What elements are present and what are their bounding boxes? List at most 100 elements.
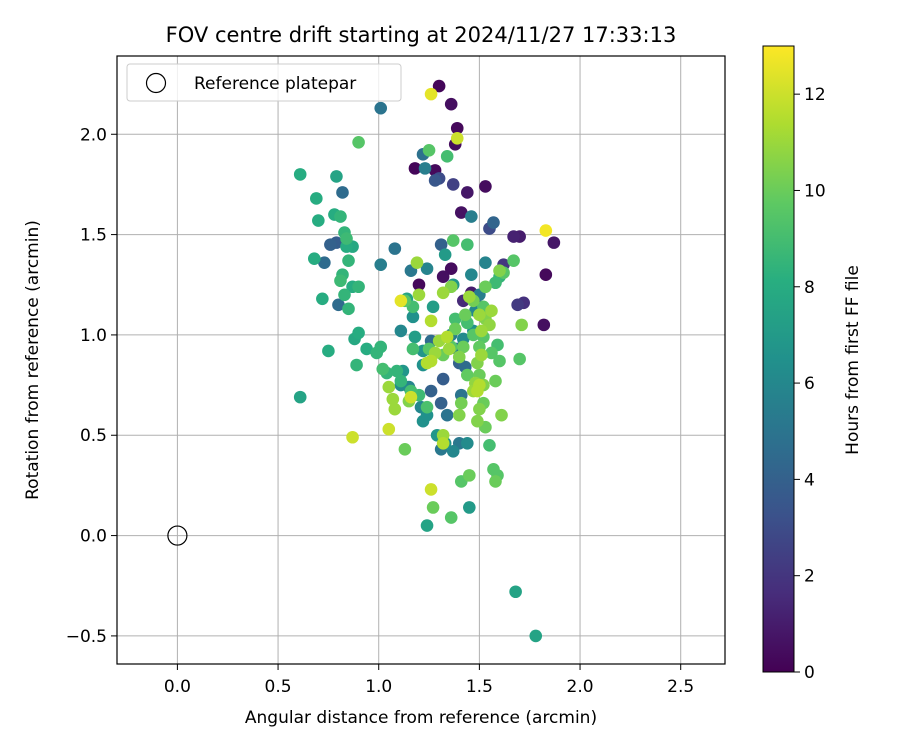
legend-entry: Reference platepar xyxy=(194,74,356,94)
plot-frame xyxy=(116,55,726,665)
data-point xyxy=(547,236,561,249)
data-point xyxy=(440,330,454,344)
y-axis-ticks: −0.5 0.0 0.5 1.0 1.5 2.0 xyxy=(66,125,117,647)
data-point xyxy=(446,178,460,191)
data-point xyxy=(471,414,484,428)
data-point xyxy=(452,350,466,364)
data-point xyxy=(473,308,486,322)
data-point xyxy=(352,326,365,340)
x-tick-label: 0.5 xyxy=(265,677,292,697)
data-point xyxy=(324,238,337,251)
y-tick-label: 1.5 xyxy=(80,226,107,246)
data-point xyxy=(436,372,450,386)
data-point xyxy=(485,346,498,360)
data-point xyxy=(487,216,500,229)
data-point xyxy=(454,206,468,219)
legend-box xyxy=(126,63,402,102)
legend: Reference platepar xyxy=(126,63,402,102)
data-point xyxy=(436,270,450,284)
data-point xyxy=(438,248,452,261)
data-point xyxy=(424,87,438,101)
data-point xyxy=(463,290,476,304)
data-point xyxy=(444,97,458,111)
data-point xyxy=(426,300,440,314)
data-point xyxy=(471,384,484,398)
data-point xyxy=(336,186,349,199)
reference-marker xyxy=(167,525,188,546)
x-tick-label: 2.0 xyxy=(567,677,594,697)
data-point xyxy=(489,276,502,290)
data-point xyxy=(507,230,520,243)
y-tick-label: 1.0 xyxy=(80,326,107,346)
data-point xyxy=(386,392,400,406)
data-point xyxy=(458,308,472,322)
data-point xyxy=(446,234,460,247)
data-point xyxy=(454,396,468,410)
data-point xyxy=(408,162,422,175)
data-point xyxy=(394,294,408,308)
data-point xyxy=(404,390,418,404)
colorbar-label: Hours from first FF file xyxy=(843,265,863,455)
data-point xyxy=(390,364,404,378)
x-tick-label: 1.0 xyxy=(365,677,392,697)
data-point xyxy=(511,298,524,312)
data-point xyxy=(412,288,426,302)
data-point xyxy=(420,356,434,370)
data-point xyxy=(489,374,502,388)
data-point xyxy=(322,344,335,358)
data-point xyxy=(382,380,396,394)
x-tick-label: 0.0 xyxy=(164,677,191,697)
data-point xyxy=(330,170,343,183)
x-tick-label: 1.5 xyxy=(466,677,493,697)
data-point xyxy=(515,318,528,332)
data-point xyxy=(444,262,458,275)
y-tick-label: 0.5 xyxy=(80,426,107,446)
data-point xyxy=(442,342,456,356)
data-point xyxy=(420,262,434,275)
data-point xyxy=(424,314,438,328)
data-point xyxy=(465,268,478,282)
colorbar-ticks: 0 2 4 6 8 10 12 xyxy=(794,85,826,683)
data-point xyxy=(529,629,543,643)
data-point xyxy=(463,469,476,482)
x-axis-ticks: 0.0 0.5 1.0 1.5 2.0 2.5 xyxy=(164,664,694,697)
data-point xyxy=(406,342,420,356)
colorbar-tick-label: 12 xyxy=(804,85,826,105)
data-point xyxy=(424,384,438,398)
data-point xyxy=(450,131,464,145)
data-point xyxy=(432,79,446,93)
data-point xyxy=(420,519,434,532)
data-point xyxy=(446,445,460,458)
data-point xyxy=(448,312,462,326)
data-point xyxy=(434,396,448,410)
data-point xyxy=(342,254,355,267)
data-point xyxy=(461,436,474,450)
data-point xyxy=(461,186,474,199)
data-point xyxy=(346,430,359,444)
data-point xyxy=(352,280,365,294)
data-point xyxy=(316,292,329,306)
data-point xyxy=(398,442,412,456)
colorbar-tick-label: 6 xyxy=(804,374,815,394)
colorbar-tick-label: 10 xyxy=(804,181,826,201)
data-point xyxy=(448,322,462,336)
data-point xyxy=(418,162,432,175)
data-point xyxy=(444,511,458,524)
data-point xyxy=(422,144,436,157)
data-point xyxy=(509,585,522,599)
data-point xyxy=(310,192,323,205)
data-point xyxy=(406,310,420,324)
data-point xyxy=(394,324,408,338)
data-point xyxy=(332,298,345,312)
data-point xyxy=(440,150,454,163)
data-point xyxy=(479,280,492,294)
y-tick-label: 0.0 xyxy=(80,527,107,547)
data-point xyxy=(479,180,492,193)
data-point xyxy=(493,354,506,368)
data-point xyxy=(352,135,365,149)
data-point xyxy=(461,238,474,251)
data-point xyxy=(452,408,466,422)
data-point xyxy=(489,475,502,488)
